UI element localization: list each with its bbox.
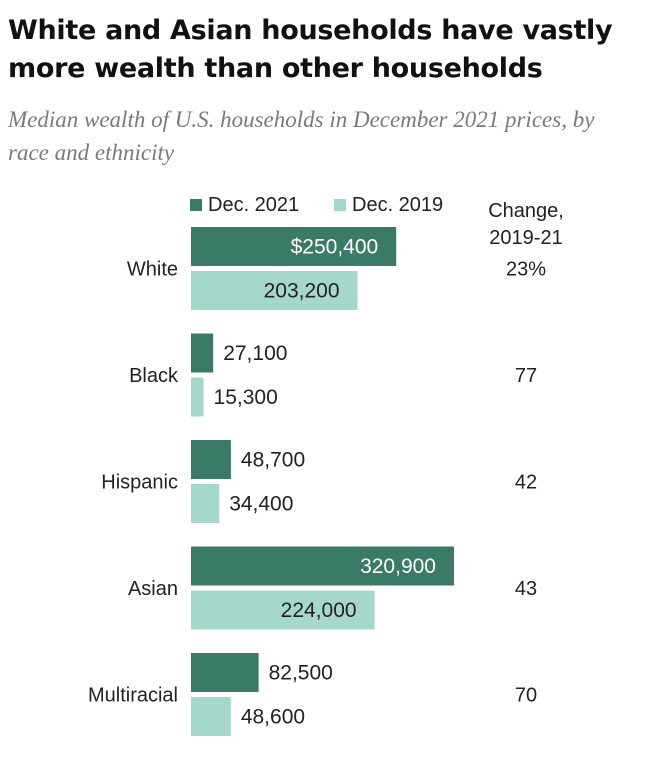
bar-multiracial-dec2019: [191, 697, 231, 736]
change-column-header: Change, 2019-21: [470, 198, 582, 252]
bar-hispanic-dec2021: [191, 440, 231, 479]
legend-swatch-dec2021: [190, 199, 202, 211]
legend-swatch-dec2019: [334, 199, 346, 211]
legend-label-dec2021: Dec. 2021: [208, 193, 300, 216]
chart-title: White and Asian households have vastly m…: [8, 15, 613, 84]
legend-item-dec2021: Dec. 2021: [190, 192, 299, 218]
change-value-hispanic: 42: [515, 472, 537, 494]
bar-black-dec2019: [191, 377, 204, 417]
chart-subtitle: Median wealth of U.S. households in Dece…: [8, 107, 595, 165]
legend-label-dec2019: Dec. 2019: [352, 193, 444, 216]
category-label-black: Black: [129, 365, 179, 387]
bar-hispanic-dec2019: [191, 484, 220, 523]
bar-black-dec2021: [191, 333, 214, 373]
value-label-multiracial-dec2021: 82,500: [269, 662, 333, 685]
bar-asian-dec2019: [191, 590, 375, 630]
change-value-white: 23%: [506, 259, 546, 281]
bar-multiracial-dec2021: [191, 653, 259, 692]
category-label-hispanic: Hispanic: [101, 472, 178, 494]
legend-item-dec2019: Dec. 2019: [334, 192, 443, 218]
change-value-asian: 43: [515, 578, 537, 600]
value-label-hispanic-dec2021: 48,700: [241, 449, 305, 472]
category-label-multiracial: Multiracial: [88, 685, 178, 707]
value-label-black-dec2021: 27,100: [223, 342, 287, 365]
bar-white-dec2021: [191, 227, 397, 266]
value-label-black-dec2019: 15,300: [214, 386, 278, 409]
value-label-multiracial-dec2019: 48,600: [241, 706, 305, 729]
value-label-white-dec2019: 203,200: [264, 280, 340, 303]
category-label-asian: Asian: [128, 578, 178, 600]
value-label-hispanic-dec2019: 34,400: [229, 493, 293, 516]
bar-asian-dec2021: [191, 546, 454, 586]
change-header-line1: Change,: [488, 200, 564, 222]
change-value-multiracial: 70: [515, 685, 537, 707]
bar-white-dec2019: [191, 271, 358, 310]
change-value-black: 77: [515, 365, 537, 387]
value-label-asian-dec2019: 224,000: [281, 599, 357, 622]
category-label-white: White: [127, 259, 178, 281]
value-label-asian-dec2021: 320,900: [360, 555, 436, 578]
value-label-white-dec2021: $250,400: [291, 236, 379, 259]
change-header-line2: 2019-21: [489, 227, 563, 249]
